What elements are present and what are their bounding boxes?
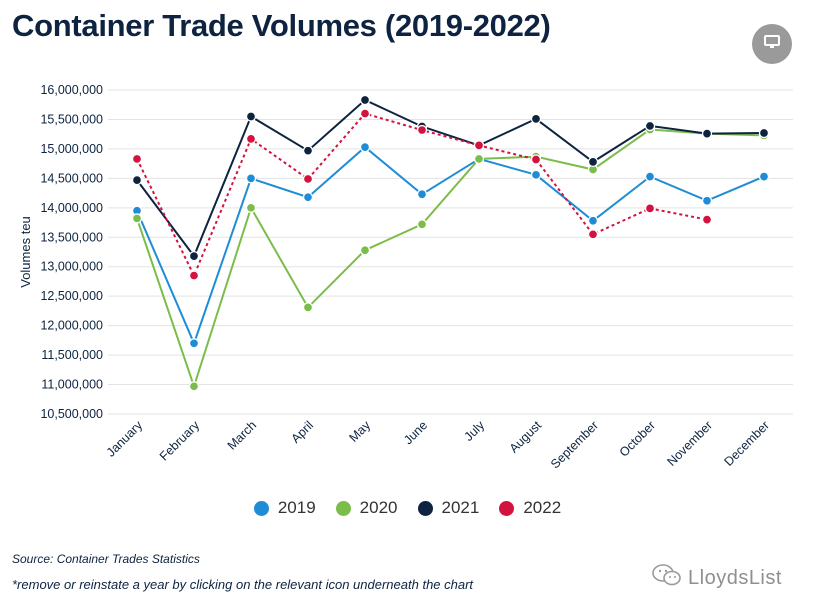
y-tick-label: 14,000,000 — [40, 201, 103, 215]
chart-legend: 2019 2020 2021 2022 — [0, 498, 815, 518]
x-tick-label: September — [548, 418, 601, 471]
monitor-icon — [763, 34, 781, 55]
data-point-2022 — [131, 153, 143, 165]
y-axis-label: Volumes teu — [18, 216, 33, 288]
data-point-2022 — [530, 154, 542, 165]
y-tick-label: 15,500,000 — [40, 112, 103, 126]
y-tick-label: 10,500,000 — [40, 407, 103, 421]
data-point-2020 — [416, 219, 428, 230]
legend-item-2020[interactable]: 2020 — [335, 498, 398, 518]
y-tick-label: 12,000,000 — [40, 319, 103, 333]
series-line-2020 — [136, 128, 765, 390]
instruction-note: *remove or reinstate a year by clicking … — [12, 577, 474, 592]
legend-dot-icon — [417, 500, 433, 516]
data-point-2019 — [587, 215, 599, 226]
legend-dot-icon — [253, 500, 269, 516]
legend-item-2022[interactable]: 2022 — [499, 498, 561, 518]
x-tick-label: July — [461, 418, 487, 444]
data-point-2020 — [473, 153, 485, 165]
data-point-2021 — [530, 113, 542, 125]
legend-dot-icon — [499, 500, 515, 516]
brand-name: LloydsList — [688, 566, 782, 589]
series-line-2021 — [136, 98, 765, 259]
y-tick-label: 13,500,000 — [40, 230, 103, 244]
x-tick-label: June — [401, 418, 430, 447]
x-tick-label: October — [617, 418, 658, 459]
data-point-2021 — [758, 127, 770, 139]
data-point-2019 — [530, 169, 542, 180]
data-point-2021 — [131, 174, 143, 186]
data-point-2019 — [245, 173, 257, 184]
legend-label: 2020 — [359, 498, 398, 517]
data-point-2021 — [587, 156, 599, 168]
page-title: Container Trade Volumes (2019-2022) — [12, 8, 551, 43]
line-chart: 10,500,000 11,000,000 11,500,000 12,000,000… — [18, 83, 793, 471]
legend-label: 2019 — [277, 498, 316, 517]
data-point-2019 — [359, 141, 371, 153]
y-tick-label: 14,500,000 — [40, 171, 103, 185]
x-tick-label: February — [157, 418, 203, 464]
brand-logo: LloydsList — [652, 563, 782, 593]
legend-dot-icon — [335, 500, 351, 516]
data-point-2022 — [644, 203, 656, 214]
data-point-2022 — [188, 270, 200, 281]
legend-item-2019[interactable]: 2019 — [253, 498, 316, 518]
data-point-2022 — [416, 124, 428, 136]
data-point-2020 — [131, 213, 143, 224]
x-tick-label: May — [347, 418, 374, 445]
series-line-2019 — [136, 145, 765, 347]
data-point-2022 — [587, 229, 599, 240]
data-point-2022 — [302, 173, 314, 185]
y-tick-label: 15,000,000 — [40, 142, 103, 156]
y-tick-label: 13,000,000 — [40, 260, 103, 274]
x-tick-label: March — [225, 418, 259, 452]
x-tick-label: April — [289, 418, 317, 446]
data-point-2019 — [758, 171, 770, 182]
x-tick-label: December — [721, 418, 772, 469]
data-point-2019 — [644, 171, 656, 182]
wechat-icon — [652, 563, 682, 593]
legend-label: 2022 — [523, 498, 562, 517]
data-point-2021 — [644, 120, 656, 132]
x-tick-label: January — [104, 418, 146, 460]
data-point-2019 — [188, 338, 200, 349]
data-point-2020 — [188, 381, 200, 392]
data-point-2020 — [302, 302, 314, 313]
y-tick-label: 16,000,000 — [40, 83, 103, 97]
y-tick-label: 11,000,000 — [41, 378, 103, 392]
legend-item-2021[interactable]: 2021 — [417, 498, 480, 518]
data-point-2022 — [359, 108, 371, 119]
legend-label: 2021 — [441, 498, 480, 517]
source-note: Source: Container Trades Statistics — [12, 552, 200, 566]
data-point-2022 — [245, 133, 257, 145]
data-point-2019 — [701, 195, 713, 206]
data-point-2021 — [302, 145, 314, 156]
data-point-2020 — [245, 202, 257, 213]
data-point-2022 — [473, 140, 485, 151]
x-tick-label: August — [507, 418, 545, 456]
data-point-2021 — [701, 128, 713, 139]
data-point-2022 — [701, 214, 713, 225]
y-tick-label: 11,500,000 — [41, 348, 103, 362]
data-point-2021 — [245, 111, 257, 122]
data-point-2021 — [359, 94, 371, 106]
x-tick-label: November — [664, 418, 715, 469]
chart-menu-button[interactable] — [752, 24, 792, 64]
data-point-2019 — [302, 192, 314, 203]
data-point-2020 — [359, 245, 371, 256]
data-point-2019 — [416, 189, 428, 200]
y-tick-label: 12,500,000 — [40, 289, 103, 303]
data-point-2021 — [188, 250, 200, 262]
